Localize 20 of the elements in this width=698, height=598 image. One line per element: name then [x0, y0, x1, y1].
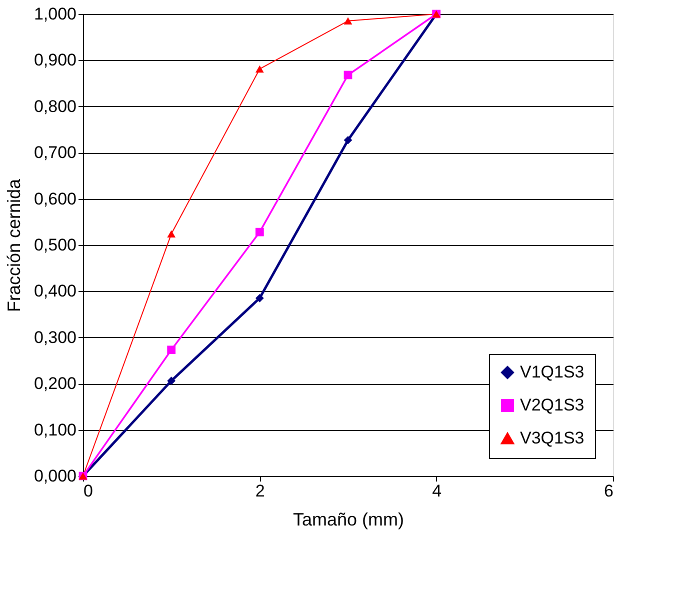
x-tick-label: 2 — [255, 482, 265, 500]
y-tick-label: 0,900 — [34, 50, 76, 70]
x-tick-label: 4 — [432, 482, 442, 500]
y-tick-label: 1,000 — [34, 4, 76, 24]
y-tick-label: 0,600 — [34, 189, 76, 208]
x-tick-label: 0 — [84, 482, 93, 500]
legend-label: V3Q1S3 — [520, 428, 584, 448]
legend-label: V2Q1S3 — [520, 396, 584, 414]
x-axis-title: Tamaño (mm) — [292, 510, 404, 530]
y-axis-title: Fracción cernida — [4, 178, 24, 312]
x-tick-label: 6 — [604, 482, 614, 500]
y-tick-label: 0,700 — [34, 143, 76, 162]
y-tick-label: 0,300 — [34, 328, 76, 347]
y-tick-label: 0,100 — [34, 420, 76, 440]
y-tick-label: 0,500 — [34, 236, 76, 254]
y-tick-label: 0,000 — [34, 466, 76, 486]
y-tick-label: 0,200 — [34, 374, 76, 394]
y-tick-label: 0,800 — [34, 96, 76, 116]
y-tick-label: 0,400 — [34, 282, 76, 301]
legend-label: V1Q1S3 — [520, 362, 584, 382]
